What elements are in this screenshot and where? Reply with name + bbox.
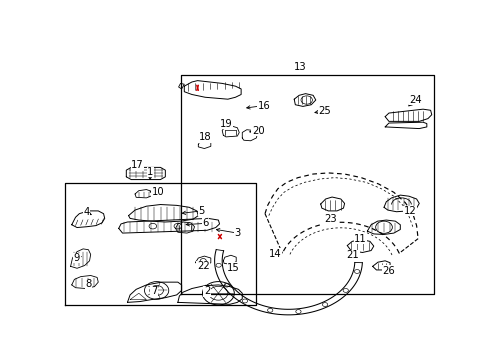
Text: 18: 18 bbox=[199, 132, 211, 143]
Text: 5: 5 bbox=[198, 206, 204, 216]
Text: 8: 8 bbox=[85, 279, 91, 289]
Text: 22: 22 bbox=[197, 261, 209, 271]
Text: 15: 15 bbox=[227, 263, 240, 273]
Text: 26: 26 bbox=[382, 266, 394, 275]
Text: 4: 4 bbox=[83, 207, 90, 217]
Text: 17: 17 bbox=[131, 160, 144, 170]
Text: 25: 25 bbox=[318, 106, 330, 116]
Text: 7: 7 bbox=[150, 286, 157, 296]
Text: 20: 20 bbox=[251, 126, 264, 135]
Text: 9: 9 bbox=[74, 253, 80, 263]
Text: 6: 6 bbox=[202, 219, 208, 228]
Text: 10: 10 bbox=[151, 186, 164, 197]
Text: 23: 23 bbox=[323, 214, 336, 224]
Text: 13: 13 bbox=[293, 62, 305, 72]
Text: 16: 16 bbox=[257, 100, 270, 111]
Text: 3: 3 bbox=[234, 228, 240, 238]
Text: 12: 12 bbox=[403, 206, 415, 216]
Text: 14: 14 bbox=[268, 249, 281, 259]
Text: 1: 1 bbox=[147, 167, 153, 177]
Text: 19: 19 bbox=[219, 118, 232, 129]
Text: 21: 21 bbox=[346, 250, 359, 260]
Text: 2: 2 bbox=[203, 286, 210, 296]
Text: 24: 24 bbox=[408, 95, 421, 105]
Text: 11: 11 bbox=[353, 234, 366, 244]
